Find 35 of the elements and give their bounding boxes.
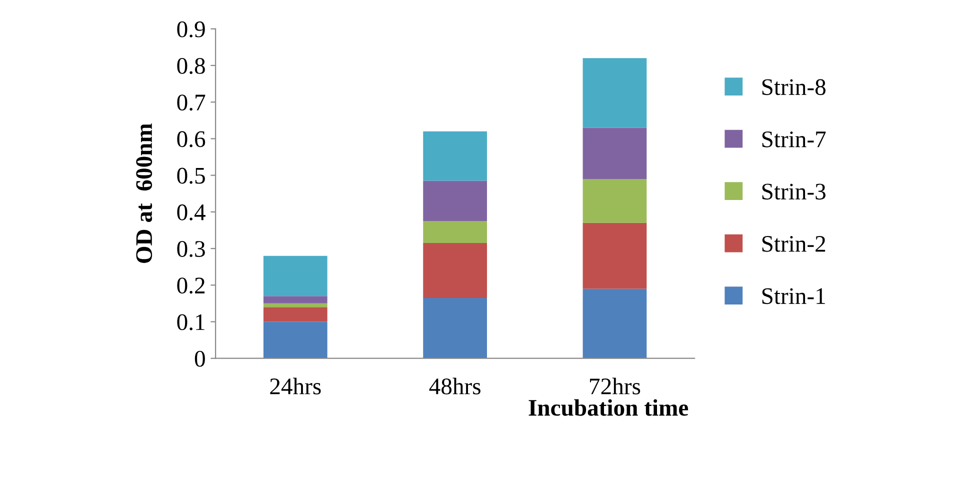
bar — [423, 221, 487, 244]
bar — [423, 180, 487, 222]
bar — [263, 322, 328, 358]
bar — [582, 288, 647, 358]
bar — [263, 256, 328, 296]
x-tick-label: 48hrs — [429, 378, 480, 394]
bar — [582, 58, 647, 128]
y-tick-label: 0 — [194, 350, 205, 367]
bar — [263, 307, 328, 322]
bar — [423, 131, 487, 181]
bar — [423, 298, 487, 358]
bar — [263, 296, 328, 304]
y-tick-label: 0.3 — [177, 241, 205, 258]
y-tick-label: 0.7 — [177, 94, 206, 111]
legend-label: Strin-1 — [762, 288, 825, 304]
x-tick-label: 72hrs — [590, 378, 640, 394]
bar — [582, 178, 647, 223]
y-tick-label: 0.4 — [177, 204, 206, 220]
x-axis-title: Incubation time — [528, 399, 688, 416]
bar — [582, 222, 647, 289]
bar — [263, 303, 328, 308]
y-tick-label: 0.2 — [177, 278, 205, 294]
y-tick-label: 0.5 — [177, 168, 205, 184]
legend-label: Strin-2 — [762, 236, 826, 252]
legend-label: Strin-7 — [762, 131, 826, 148]
x-tick-label: 24hrs — [270, 378, 321, 394]
legend-label: Strin-3 — [762, 184, 826, 200]
bar — [423, 243, 487, 298]
y-tick-label: 0.6 — [177, 131, 206, 148]
y-tick-label: 0.1 — [177, 314, 204, 330]
y-axis-title: OD at 600nm — [136, 124, 152, 263]
bar — [582, 128, 647, 179]
legend-label: Strin-8 — [762, 79, 826, 96]
y-tick-label: 0.9 — [177, 21, 205, 38]
y-tick-label: 0.8 — [177, 58, 205, 74]
